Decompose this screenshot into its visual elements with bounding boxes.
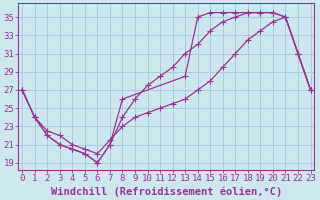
X-axis label: Windchill (Refroidissement éolien,°C): Windchill (Refroidissement éolien,°C) (51, 186, 282, 197)
